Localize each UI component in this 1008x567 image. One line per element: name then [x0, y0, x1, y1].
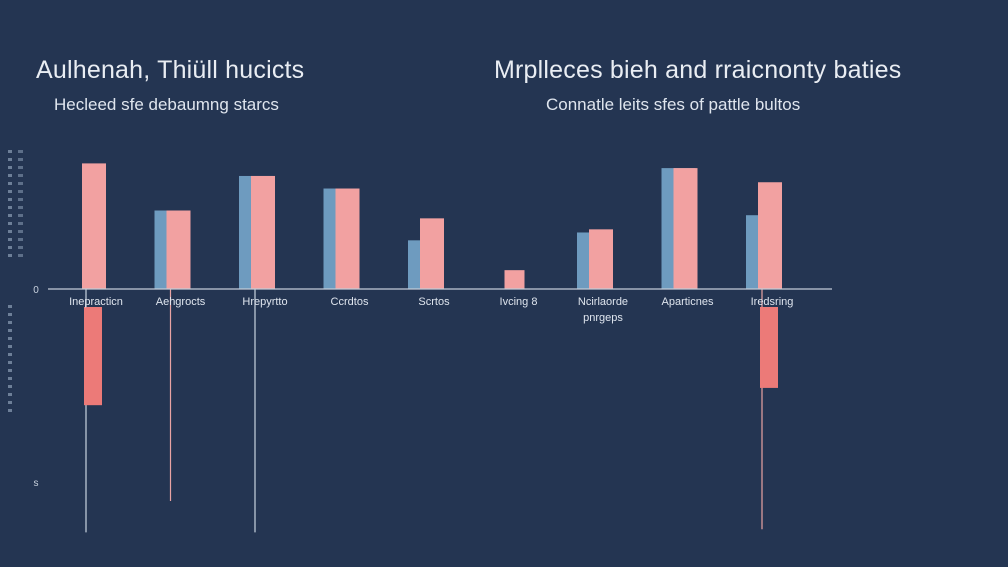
category-label-0: Inepracticn — [69, 296, 123, 308]
category-label-6: Ncirlaorde — [578, 296, 628, 308]
category-label-1: Aehgrocts — [156, 296, 206, 308]
category-label-8: Iredsring — [751, 296, 794, 308]
y-axis-mark-lower-1 — [8, 313, 12, 316]
y-axis-mark-lower-11 — [8, 393, 12, 396]
category-label-5: Ivcing 8 — [500, 296, 538, 308]
y-axis-mark-upper-3 — [8, 174, 12, 177]
y-axis-mark-inner-4 — [18, 182, 23, 185]
y-axis-mark-inner-11 — [18, 238, 23, 241]
chart-title-right: Mrplleces bieh and rraicnonty baties — [494, 56, 902, 84]
whisker-lines — [85, 289, 763, 533]
y-axis-mark-lower-2 — [8, 321, 12, 324]
y-axis-mark-inner-1 — [18, 158, 23, 161]
y-axis-mark-upper-1 — [8, 158, 12, 161]
bar-pink-1 — [166, 210, 191, 289]
y-axis-mark-inner-9 — [18, 222, 23, 225]
y-axis-mark-lower-12 — [8, 401, 12, 404]
bar-pink-3 — [335, 188, 360, 289]
y-tick-label-0: 0 — [33, 285, 39, 296]
category-label-7: Aparticnes — [662, 296, 714, 308]
chart-title-left: Aulhenah, Thiüll hucicts — [36, 56, 305, 84]
y-tick-labels: 0s — [33, 285, 39, 489]
y-axis-mark-upper-12 — [8, 246, 12, 249]
bar-red-8 — [760, 307, 778, 388]
bar-red-0 — [84, 307, 102, 406]
y-axis-mark-inner-8 — [18, 214, 23, 217]
category-labels: Inepracticn Aehgrocts Hrepyrtto Ccrdtos Scrt… — [69, 296, 793, 324]
y-axis-mark-inner-5 — [18, 190, 23, 193]
y-axis-mark-inner-2 — [18, 166, 23, 169]
y-axis-mark-inner-7 — [18, 206, 23, 209]
y-axis-mark-inner-3 — [18, 174, 23, 177]
y-axis-mark-upper-2 — [8, 166, 12, 169]
y-axis-mark-upper-4 — [8, 182, 12, 185]
y-tick-label-1: s — [34, 478, 39, 489]
y-axis-mark-lower-7 — [8, 361, 12, 364]
y-axis-mark-upper-5 — [8, 190, 12, 193]
y-axis-mark-inner-6 — [18, 198, 23, 201]
bar-pink-4 — [420, 218, 444, 289]
bar-pink-7 — [673, 168, 698, 289]
y-axis-mark-lower-13 — [8, 409, 12, 412]
category-label-4: Scrtos — [418, 296, 450, 308]
y-axis-mark-upper-6 — [8, 198, 12, 201]
y-axis-mark-upper-7 — [8, 206, 12, 209]
chart-subtitle-right: Connatle leits sfes of pattle bultos — [546, 95, 801, 114]
y-axis-mark-upper-0 — [8, 150, 12, 153]
category-label-2: Hrepyrtto — [242, 296, 287, 308]
category-label-6-line2: pnrgeps — [583, 312, 623, 324]
y-axis-mark-lower-10 — [8, 385, 12, 388]
y-axis-mark-lower-4 — [8, 337, 12, 340]
category-label-3: Ccrdtos — [331, 296, 369, 308]
chart-subtitle-left: Hecleed sfe debaumng starcs — [54, 95, 279, 114]
y-axis-decoration — [8, 150, 23, 412]
y-axis-mark-lower-3 — [8, 329, 12, 332]
y-axis-mark-upper-8 — [8, 214, 12, 217]
y-axis-mark-lower-5 — [8, 345, 12, 348]
y-axis-mark-upper-13 — [8, 254, 12, 257]
bar-pink-0 — [82, 163, 106, 289]
bar-pink-2 — [251, 175, 275, 289]
y-axis-mark-lower-6 — [8, 353, 12, 356]
bar-group — [82, 163, 782, 406]
y-axis-mark-inner-10 — [18, 230, 23, 233]
y-axis-mark-inner-13 — [18, 254, 23, 257]
y-axis-mark-lower-8 — [8, 369, 12, 372]
bar-pink-6 — [589, 229, 613, 289]
y-axis-mark-inner-0 — [18, 150, 23, 153]
bar-pink-8 — [758, 182, 782, 289]
y-axis-mark-lower-0 — [8, 305, 12, 308]
y-axis-mark-upper-10 — [8, 230, 12, 233]
bar-pink-5 — [504, 270, 525, 289]
y-axis-mark-lower-9 — [8, 377, 12, 380]
y-axis-mark-inner-12 — [18, 246, 23, 249]
y-axis-mark-upper-9 — [8, 222, 12, 225]
y-axis-mark-upper-11 — [8, 238, 12, 241]
